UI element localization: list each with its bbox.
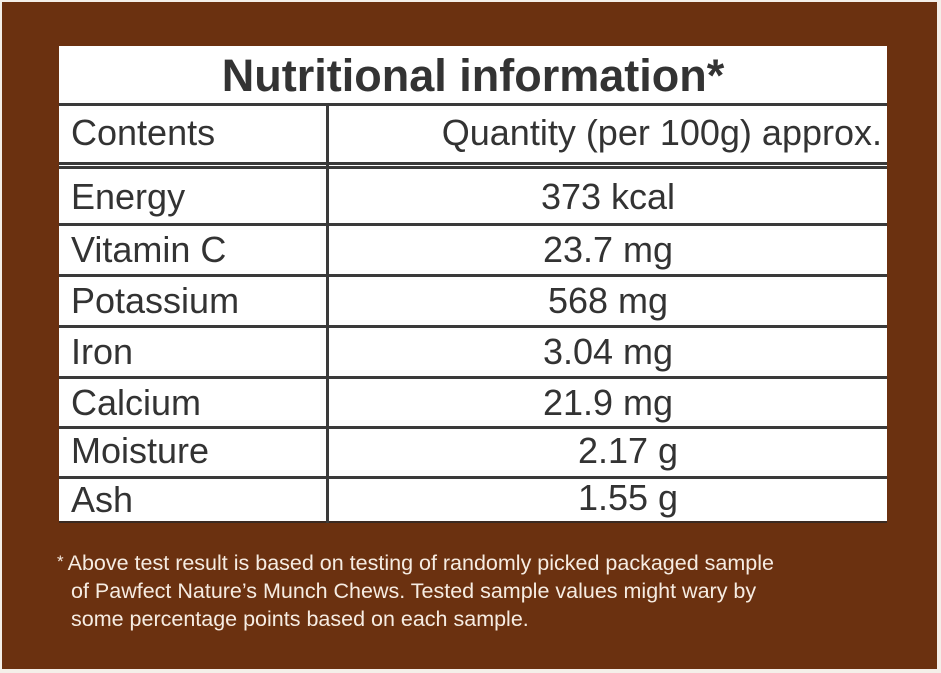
nutrient-name: Ash [71, 479, 134, 520]
nutrient-value: 1.55 g [577, 477, 679, 518]
table-title: Nutritional information* [59, 46, 887, 106]
table-row: Vitamin C 23.7 mg [59, 226, 887, 274]
footnote: * Above test result is based on testing o… [57, 548, 917, 633]
header-divider [59, 162, 887, 169]
table-row: Energy 373 kcal [59, 169, 887, 223]
nutrient-value: 21.9 mg [542, 382, 674, 423]
table-row: Potassium 568 mg [59, 277, 887, 325]
nutrient-value: 2.17 g [577, 430, 679, 471]
nutrient-name: Calcium [71, 382, 202, 423]
nutrition-table: Nutritional information* Contents Quanti… [59, 46, 887, 523]
nutrient-name: Moisture [71, 430, 210, 471]
nutrient-name: Iron [71, 331, 134, 372]
row-divider [59, 476, 887, 479]
row-divider [59, 274, 887, 277]
nutrient-value: 568 mg [547, 280, 669, 321]
header-quantity: Quantity (per 100g) approx. [441, 112, 882, 153]
nutrient-name: Energy [71, 176, 186, 217]
nutrient-value: 3.04 mg [542, 331, 674, 372]
row-divider [59, 223, 887, 226]
footnote-line-3: some percentage points based on each sam… [71, 607, 529, 631]
footnote-line-1: * Above test result is based on testing o… [57, 551, 774, 575]
table-header-row: Contents Quantity (per 100g) approx. [59, 106, 887, 165]
header-contents: Contents [71, 112, 216, 153]
footnote-line-2: of Pawfect Nature’s Munch Chews. Tested … [71, 579, 757, 603]
column-divider [326, 106, 329, 523]
table-row: Moisture 2.17 g [59, 429, 887, 476]
row-divider [59, 376, 887, 379]
table-row: Ash 1.55 g [59, 477, 887, 521]
asterisk: * [57, 552, 64, 571]
row-divider [59, 426, 887, 429]
nutrient-value: 373 kcal [540, 176, 676, 217]
table-row: Calcium 21.9 mg [59, 379, 887, 426]
nutrient-name: Potassium [71, 280, 240, 321]
nutrient-name: Vitamin C [71, 229, 227, 270]
row-divider [59, 325, 887, 328]
table-row: Iron 3.04 mg [59, 328, 887, 376]
nutrient-value: 23.7 mg [542, 229, 674, 270]
